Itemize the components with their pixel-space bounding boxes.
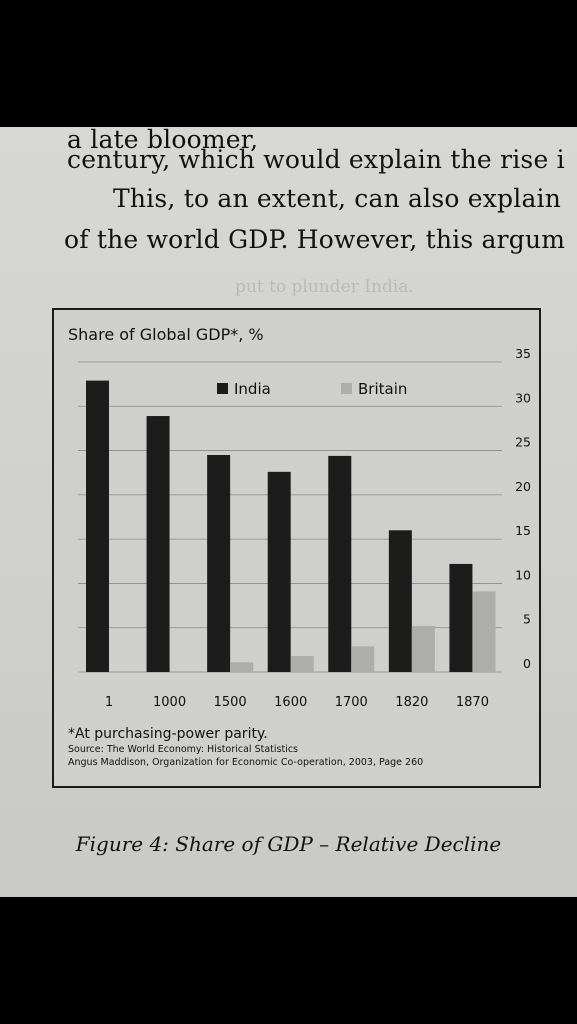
x-tick-label: 1000 [153, 695, 186, 710]
bar-britain-1700 [351, 646, 375, 672]
body-text: a late bloomer, century, which would exp… [0, 127, 577, 307]
y-tick-label: 10 [515, 567, 531, 582]
bar-india-1700 [328, 455, 352, 672]
legend-label-britain: Britain [358, 380, 407, 398]
y-tick-label: 30 [515, 390, 531, 405]
bar-india-1600 [267, 471, 291, 672]
figure-caption: Figure 4: Share of GDP – Relative Declin… [75, 832, 502, 856]
source-line-1: Source: The World Economy: Historical St… [68, 744, 299, 755]
y-tick-label: 35 [515, 346, 531, 361]
text-line-1: a late bloomer, [67, 127, 259, 154]
source-line-2: Angus Maddison, Organization for Economi… [68, 757, 424, 768]
text-line-3: This, to an extent, can also explain [113, 184, 562, 213]
y-tick-label: 0 [523, 656, 531, 671]
bar-britain-1600 [290, 656, 314, 672]
legend-swatch-india [217, 383, 228, 394]
x-tick-label: 1 [105, 695, 113, 710]
bar-britain-1870 [472, 591, 496, 672]
text-line-2: century, which would explain the rise i [67, 145, 565, 174]
legend-label-india: India [234, 380, 271, 398]
bleed-through-text: put to plunder India. [235, 277, 414, 297]
legend-swatch-britain [341, 383, 352, 394]
book-page: put to plunder India. a late bloomer, ce… [0, 127, 577, 897]
bar-india-1500 [207, 455, 231, 672]
bar-india-1820 [388, 530, 412, 672]
y-tick-label: 15 [515, 523, 531, 538]
x-tick-label: 1500 [214, 695, 247, 710]
footnote: *At purchasing-power parity. [68, 726, 268, 742]
bar-india-1000 [146, 416, 170, 672]
chart-title: Share of Global GDP*, % [68, 325, 264, 344]
bar-india-1 [86, 380, 109, 672]
x-tick-label: 1700 [335, 695, 368, 710]
x-tick-label: 1820 [395, 695, 428, 710]
y-tick-label: 25 [515, 435, 531, 450]
x-tick-label: 1600 [274, 695, 307, 710]
chart-notes: *At purchasing-power parity. Source: The… [68, 726, 423, 768]
bar-britain-1500 [230, 662, 254, 672]
chart-figure: Share of Global GDP*, % 0 5 10 15 20 25 30 35 1 1… [52, 308, 541, 788]
bar-britain-1820 [411, 625, 435, 672]
x-tick-label: 1870 [456, 695, 489, 710]
text-line-4: of the world GDP. However, this argum [64, 225, 566, 254]
y-tick-label: 5 [523, 612, 531, 627]
y-tick-label: 20 [515, 479, 531, 494]
bar-india-1870 [449, 563, 473, 672]
